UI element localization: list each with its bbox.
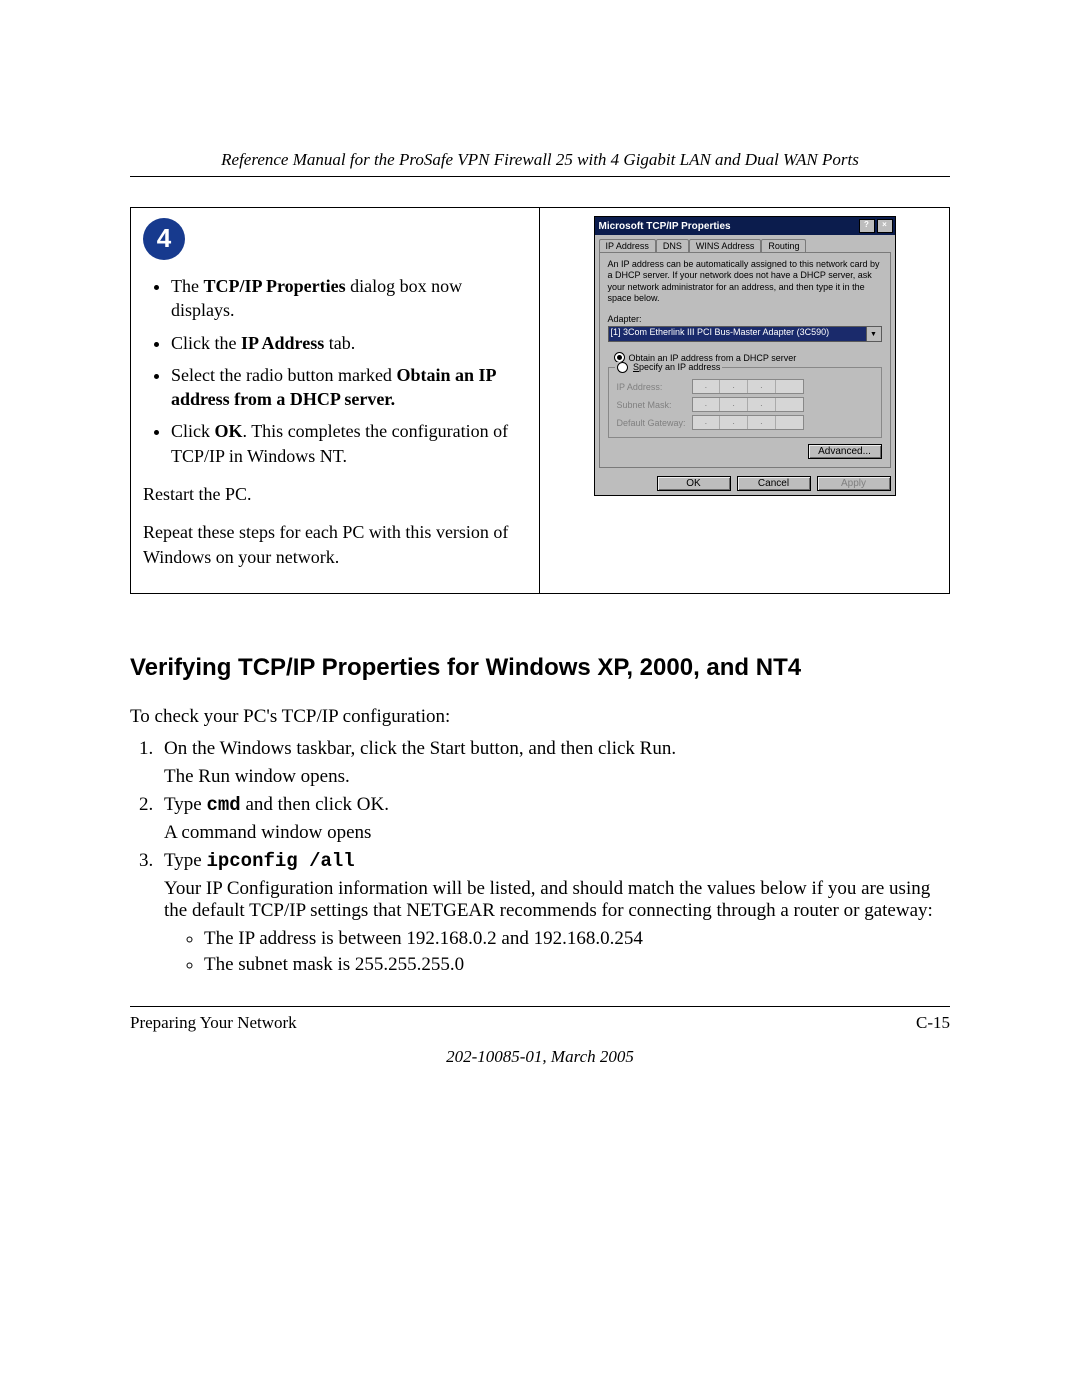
gw-label: Default Gateway: [617, 418, 692, 428]
text: Click [171, 421, 215, 441]
gw-input[interactable]: ... [692, 415, 804, 430]
text: The Run window opens. [164, 766, 950, 788]
text: Type [164, 794, 206, 815]
step-number-badge: 4 [143, 218, 185, 260]
help-icon[interactable]: ? [859, 219, 875, 233]
dialog-titlebar[interactable]: Microsoft TCP/IP Properties ? × [595, 217, 895, 235]
mask-label: Subnet Mask: [617, 400, 692, 410]
header-rule [130, 176, 950, 177]
step-table: 4 The TCP/IP Properties dialog box now d… [130, 207, 950, 594]
footer-left: Preparing Your Network [130, 1013, 297, 1033]
dialog-tabs: IP Address DNS WINS Address Routing [595, 235, 895, 252]
sub-bullets: The IP address is between 192.168.0.2 an… [164, 928, 950, 976]
gw-field-row: Default Gateway: ... [617, 415, 873, 430]
mask-field-row: Subnet Mask: ... [617, 397, 873, 412]
ip-label: IP Address: [617, 382, 692, 392]
footer-date: 202-10085-01, March 2005 [130, 1047, 950, 1067]
tab-dns[interactable]: DNS [656, 239, 689, 252]
bullet-item: Select the radio button marked Obtain an… [171, 363, 527, 412]
bullet-item: The TCP/IP Properties dialog box now dis… [171, 274, 527, 323]
code-text: cmd [206, 794, 240, 816]
info-text: An IP address can be automatically assig… [608, 259, 882, 304]
advanced-row: Advanced... [608, 438, 882, 459]
specify-groupbox: Specify an IP address IP Address: ... Su… [608, 367, 882, 438]
tab-ip-address[interactable]: IP Address [599, 239, 656, 252]
text: tab. [324, 333, 355, 353]
footer-right: C-15 [916, 1013, 950, 1033]
step-item: Type ipconfig /all Your IP Configuration… [158, 850, 950, 976]
dialog-cell: Microsoft TCP/IP Properties ? × IP Addre… [540, 208, 949, 593]
restart-text: Restart the PC. [143, 482, 527, 506]
text: On the Windows taskbar, click the Start … [164, 738, 676, 759]
ok-button[interactable]: OK [657, 476, 731, 491]
close-icon[interactable]: × [877, 219, 893, 233]
tab-wins[interactable]: WINS Address [689, 239, 762, 252]
bold-text: OK [215, 421, 243, 441]
step-bullets: The TCP/IP Properties dialog box now dis… [143, 274, 527, 468]
adapter-label: Adapter: [608, 314, 882, 324]
step-text-cell: 4 The TCP/IP Properties dialog box now d… [131, 208, 540, 593]
text: Your IP Configuration information will b… [164, 878, 950, 922]
header-title: Reference Manual for the ProSafe VPN Fir… [130, 150, 950, 170]
text: The [171, 276, 203, 296]
footer-rule [130, 1006, 950, 1007]
bold-text: TCP/IP Properties [203, 276, 345, 296]
dialog-title: Microsoft TCP/IP Properties [599, 221, 731, 232]
tab-body: An IP address can be automatically assig… [599, 252, 891, 468]
advanced-button[interactable]: Advanced... [808, 444, 882, 459]
bullet-item: Click OK. This completes the configurati… [171, 419, 527, 468]
step-item: On the Windows taskbar, click the Start … [158, 738, 950, 788]
radio-specify-row[interactable]: Specify an IP address [615, 362, 723, 373]
code-text: ipconfig /all [206, 850, 354, 872]
section-intro: To check your PC's TCP/IP configuration: [130, 706, 950, 728]
adapter-value: [1] 3Com Etherlink III PCI Bus-Master Ad… [609, 327, 866, 341]
repeat-text: Repeat these steps for each PC with this… [143, 520, 527, 569]
steps-list: On the Windows taskbar, click the Start … [130, 738, 950, 976]
dialog-buttons: OK Cancel Apply [595, 472, 895, 495]
tab-routing[interactable]: Routing [761, 239, 806, 252]
ip-field-row: IP Address: ... [617, 379, 873, 394]
text: pecify an IP address [639, 362, 720, 372]
cancel-button[interactable]: Cancel [737, 476, 811, 491]
page: Reference Manual for the ProSafe VPN Fir… [0, 0, 1080, 1397]
text: A command window opens [164, 822, 950, 844]
mask-input[interactable]: ... [692, 397, 804, 412]
section-heading: Verifying TCP/IP Properties for Windows … [130, 654, 950, 682]
text: btain an IP address from a DHCP server [636, 353, 797, 363]
adapter-dropdown[interactable]: [1] 3Com Etherlink III PCI Bus-Master Ad… [608, 326, 882, 342]
text: Select the radio button marked [171, 365, 396, 385]
footer-row: Preparing Your Network C-15 [130, 1013, 950, 1033]
apply-button[interactable]: Apply [817, 476, 891, 491]
chevron-down-icon[interactable]: ▼ [866, 327, 881, 341]
text: Click the [171, 333, 241, 353]
sub-bullet: The IP address is between 192.168.0.2 an… [204, 928, 950, 950]
text: O [629, 353, 636, 363]
tcpip-dialog: Microsoft TCP/IP Properties ? × IP Addre… [594, 216, 896, 496]
text: Type [164, 850, 206, 871]
ip-input[interactable]: ... [692, 379, 804, 394]
bold-text: IP Address [241, 333, 324, 353]
radio-specify[interactable] [617, 362, 628, 373]
sub-bullet: The subnet mask is 255.255.255.0 [204, 954, 950, 976]
step-item: Type cmd and then click OK. A command wi… [158, 794, 950, 844]
text: and then click OK. [241, 794, 389, 815]
bullet-item: Click the IP Address tab. [171, 331, 527, 355]
